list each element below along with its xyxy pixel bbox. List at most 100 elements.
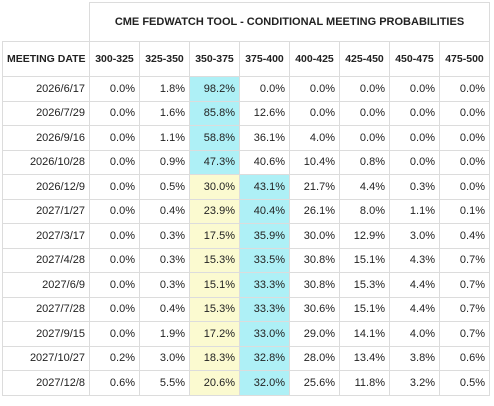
probability-cell: 20.6% <box>189 370 240 396</box>
meeting-date: 2027/6/9 <box>2 272 90 298</box>
probability-cell: 1.9% <box>139 321 190 347</box>
probability-cell: 33.0% <box>239 321 290 347</box>
probability-cell: 15.1% <box>189 272 240 298</box>
probability-cell: 13.4% <box>339 345 390 371</box>
probability-cell: 4.4% <box>389 272 440 298</box>
probability-cell: 0.6% <box>89 370 140 396</box>
probability-cell: 25.6% <box>289 370 340 396</box>
probability-cell: 40.6% <box>239 149 290 175</box>
probability-cell: 0.0% <box>89 198 140 224</box>
probability-cell: 0.0% <box>89 76 140 102</box>
table-title: CME FEDWATCH TOOL - CONDITIONAL MEETING … <box>89 2 490 42</box>
probability-cell: 33.3% <box>239 296 290 322</box>
probability-cell: 30.8% <box>289 272 340 298</box>
table-row: 2026/7/29 0.0% 1.6% 85.8% 12.6% 0.0% 0.0% 0.0% 0… <box>2 100 490 126</box>
probability-cell: 30.0% <box>189 174 240 200</box>
probability-cell: 0.3% <box>139 272 190 298</box>
probability-cell: 0.0% <box>289 76 340 102</box>
probability-cell: 14.1% <box>339 321 390 347</box>
column-header: 450-475 <box>389 41 440 77</box>
meeting-date: 2027/7/28 <box>2 296 90 322</box>
probability-cell: 18.3% <box>189 345 240 371</box>
probability-cell: 0.0% <box>389 76 440 102</box>
probability-cell: 85.8% <box>189 100 240 126</box>
probability-cell: 0.0% <box>439 76 490 102</box>
table-row: 2027/3/17 0.0% 0.3% 17.5% 35.9% 30.0% 12.9% 3.0… <box>2 223 490 249</box>
probability-cell: 1.1% <box>389 198 440 224</box>
meeting-date: 2026/6/17 <box>2 76 90 102</box>
probability-cell: 0.0% <box>89 321 140 347</box>
meeting-date: 2027/12/8 <box>2 370 90 396</box>
probability-cell: 0.0% <box>89 100 140 126</box>
probability-cell: 28.0% <box>289 345 340 371</box>
probability-cell: 33.5% <box>239 247 290 273</box>
meeting-date: 2026/9/16 <box>2 125 90 151</box>
title-row: CME FEDWATCH TOOL - CONDITIONAL MEETING … <box>2 2 490 42</box>
probability-cell: 43.1% <box>239 174 290 200</box>
probability-cell: 4.4% <box>389 296 440 322</box>
probability-cell: 0.7% <box>439 272 490 298</box>
probability-cell: 15.3% <box>189 247 240 273</box>
table-row: 2027/4/28 0.0% 0.3% 15.3% 33.5% 30.8% 15.1% 4.3… <box>2 247 490 273</box>
probability-cell: 47.3% <box>189 149 240 175</box>
probability-cell: 0.0% <box>439 100 490 126</box>
table-row: 2027/6/9 0.0% 0.3% 15.1% 33.3% 30.8% 15.3% 4.4%… <box>2 272 490 298</box>
probability-cell: 12.6% <box>239 100 290 126</box>
probability-cell: 0.0% <box>89 125 140 151</box>
table-row: 2026/12/9 0.0% 0.5% 30.0% 43.1% 21.7% 4.4% 0.3%… <box>2 174 490 200</box>
meeting-date: 2027/3/17 <box>2 223 90 249</box>
probability-cell: 0.0% <box>89 174 140 200</box>
probability-cell: 0.2% <box>89 345 140 371</box>
probability-cell: 58.8% <box>189 125 240 151</box>
probability-cell: 15.3% <box>339 272 390 298</box>
probability-cell: 30.8% <box>289 247 340 273</box>
table-row: 2026/6/17 0.0% 1.8% 98.2% 0.0% 0.0% 0.0% 0.0% 0.… <box>2 76 490 102</box>
probability-cell: 0.8% <box>339 149 390 175</box>
probability-cell: 0.0% <box>339 100 390 126</box>
meeting-date: 2026/10/28 <box>2 149 90 175</box>
probability-cell: 0.3% <box>139 223 190 249</box>
probability-cell: 15.1% <box>339 247 390 273</box>
table-row: 2027/10/27 0.2% 3.0% 18.3% 32.8% 28.0% 13.4% 3.… <box>2 345 490 371</box>
probability-cell: 40.4% <box>239 198 290 224</box>
probability-cell: 4.0% <box>289 125 340 151</box>
probability-cell: 3.2% <box>389 370 440 396</box>
meeting-date: 2027/9/15 <box>2 321 90 347</box>
column-header: MEETING DATE <box>2 41 90 77</box>
column-header-row: MEETING DATE 300-325 325-350 350-375 375-400… <box>2 41 490 77</box>
probability-cell: 4.4% <box>339 174 390 200</box>
column-header: 300-325 <box>89 41 140 77</box>
probability-cell: 0.0% <box>339 125 390 151</box>
probability-cell: 32.0% <box>239 370 290 396</box>
column-header: 400-425 <box>289 41 340 77</box>
probability-cell: 0.0% <box>439 174 490 200</box>
probability-cell: 0.0% <box>89 223 140 249</box>
probability-cell: 17.2% <box>189 321 240 347</box>
probability-cell: 15.3% <box>189 296 240 322</box>
table-row: 2027/7/28 0.0% 0.4% 15.3% 33.3% 30.6% 15.1% 4.4… <box>2 296 490 322</box>
probability-cell: 0.1% <box>439 198 490 224</box>
probability-cell: 0.7% <box>439 321 490 347</box>
probability-cell: 0.0% <box>389 149 440 175</box>
probability-cell: 3.0% <box>139 345 190 371</box>
meeting-date: 2027/4/28 <box>2 247 90 273</box>
probability-cell: 0.4% <box>139 198 190 224</box>
probability-cell: 0.0% <box>89 247 140 273</box>
table-body: 2026/6/17 0.0% 1.8% 98.2% 0.0% 0.0% 0.0% 0.0% 0.… <box>2 76 490 396</box>
table-row: 2027/9/15 0.0% 1.9% 17.2% 33.0% 29.0% 14.1% 4.0… <box>2 321 490 347</box>
probability-cell: 11.8% <box>339 370 390 396</box>
probability-cell: 4.0% <box>389 321 440 347</box>
probability-cell: 30.0% <box>289 223 340 249</box>
column-header: 325-350 <box>139 41 190 77</box>
probability-cell: 36.1% <box>239 125 290 151</box>
probability-cell: 0.4% <box>139 296 190 322</box>
probability-cell: 1.8% <box>139 76 190 102</box>
probability-cell: 33.3% <box>239 272 290 298</box>
probability-cell: 4.3% <box>389 247 440 273</box>
probability-cell: 5.5% <box>139 370 190 396</box>
probability-cell: 10.4% <box>289 149 340 175</box>
probability-table: CME FEDWATCH TOOL - CONDITIONAL MEETING … <box>2 2 490 396</box>
probability-cell: 0.0% <box>339 76 390 102</box>
probability-cell: 30.6% <box>289 296 340 322</box>
meeting-date: 2026/12/9 <box>2 174 90 200</box>
